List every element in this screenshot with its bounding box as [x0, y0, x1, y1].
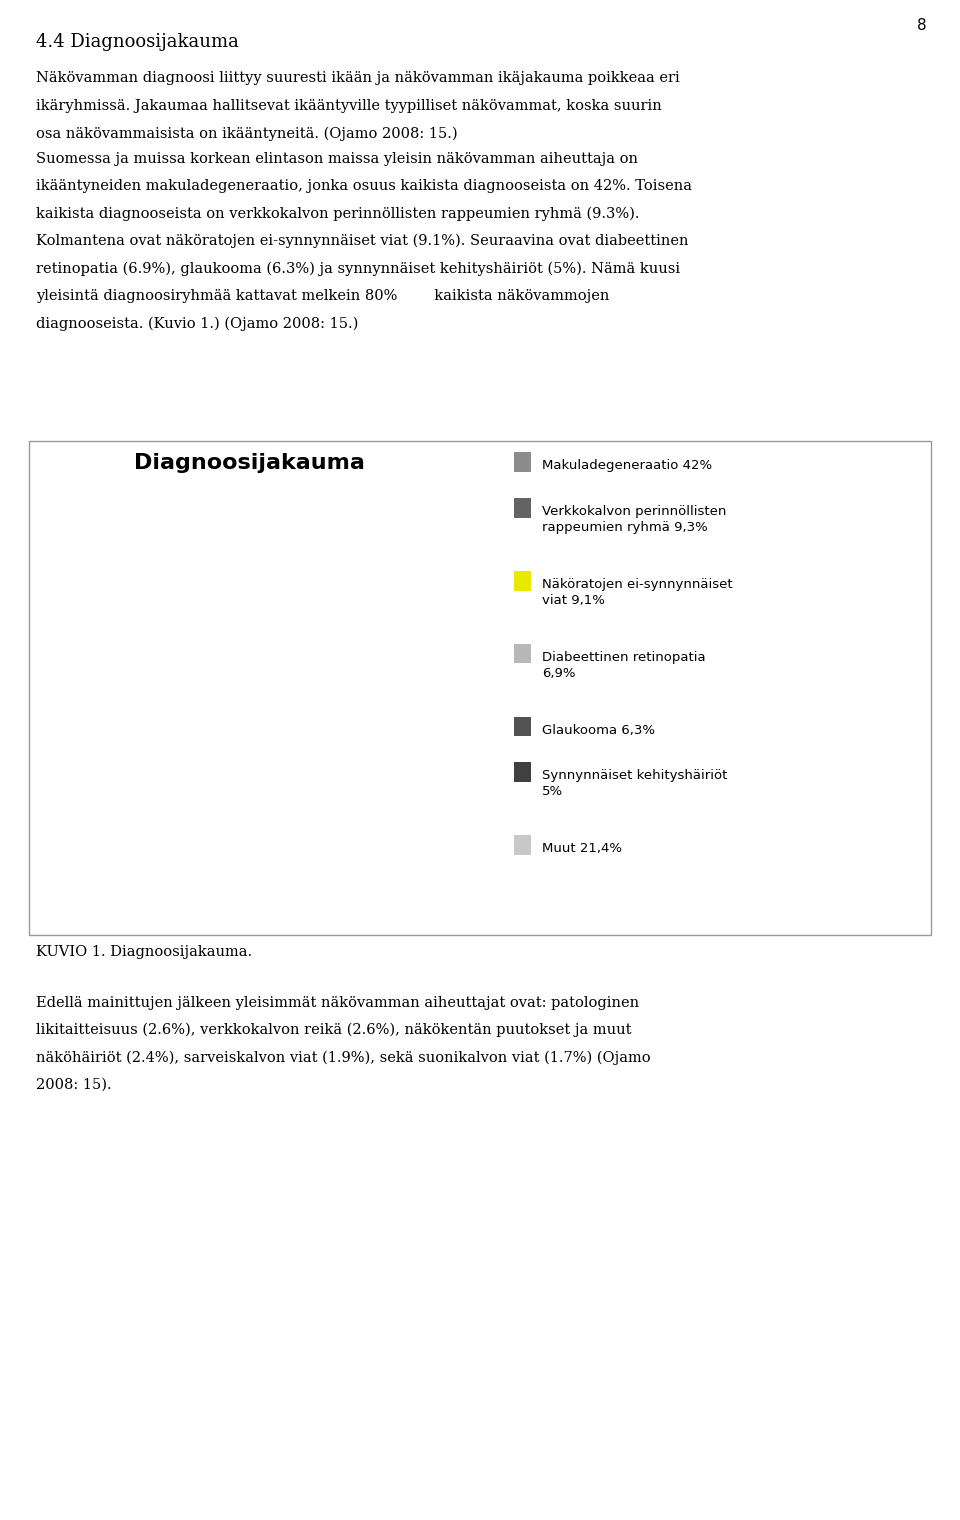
Wedge shape: [152, 702, 259, 880]
Wedge shape: [86, 526, 259, 702]
Wedge shape: [259, 544, 437, 876]
Text: Näkövamman diagnoosi liittyy suuresti ikään ja näkövamman ikäjakauma poikkeaa er: Näkövamman diagnoosi liittyy suuresti ik…: [36, 71, 681, 85]
Wedge shape: [103, 702, 259, 844]
Text: Synnynnäiset kehityshäiriöt
5%: Synnynnäiset kehityshäiriöt 5%: [542, 769, 728, 798]
Text: Glaukooma 6,3%: Glaukooma 6,3%: [542, 724, 656, 737]
Text: Diabeettinen retinopatia
6,9%: Diabeettinen retinopatia 6,9%: [542, 651, 706, 679]
Text: 2008: 15).: 2008: 15).: [36, 1078, 112, 1091]
Text: ikäryhmissä. Jakaumaa hallitsevat ikääntyville tyypilliset näkövammat, koska suu: ikäryhmissä. Jakaumaa hallitsevat ikäänt…: [36, 99, 662, 112]
Text: 4.4 Diagnoosijakauma: 4.4 Diagnoosijakauma: [36, 33, 239, 52]
Text: Muut 21,4%: Muut 21,4%: [542, 842, 622, 856]
Text: 8: 8: [917, 18, 926, 33]
Text: diagnooseista. (Kuvio 1.) (Ojamo 2008: 15.): diagnooseista. (Kuvio 1.) (Ojamo 2008: 1…: [36, 316, 359, 330]
Wedge shape: [83, 702, 259, 786]
Text: Suomessa ja muissa korkean elintason maissa yleisin näkövamman aiheuttaja on: Suomessa ja muissa korkean elintason mai…: [36, 152, 638, 166]
Text: kaikista diagnooseista on verkkokalvon perinnöllisten rappeumien ryhmä (9.3%).: kaikista diagnooseista on verkkokalvon p…: [36, 207, 640, 220]
Text: Diagnoosijakauma: Diagnoosijakauma: [134, 453, 365, 473]
Text: likitaitteisuus (2.6%), verkkokalvon reikä (2.6%), näkökentän puutokset ja muut: likitaitteisuus (2.6%), verkkokalvon rei…: [36, 1023, 632, 1037]
Text: KUVIO 1. Diagnoosijakauma.: KUVIO 1. Diagnoosijakauma.: [36, 945, 252, 959]
Wedge shape: [152, 720, 259, 897]
Wedge shape: [83, 720, 259, 803]
Text: retinopatia (6.9%), glaukooma (6.3%) ja synnynnäiset kehityshäiriöt (5%). Nämä k: retinopatia (6.9%), glaukooma (6.3%) ja …: [36, 261, 681, 275]
Wedge shape: [82, 681, 259, 736]
Wedge shape: [82, 663, 259, 719]
Text: Edellä mainittujen jälkeen yleisimmät näkövamman aiheuttajat ovat: patologinen: Edellä mainittujen jälkeen yleisimmät nä…: [36, 996, 639, 1009]
Text: Verkkokalvon perinnöllisten
rappeumien ryhmä 9,3%: Verkkokalvon perinnöllisten rappeumien r…: [542, 505, 727, 534]
Text: yleisintä diagnoosiryhmää kattavat melkein 80%        kaikista näkövammojen: yleisintä diagnoosiryhmää kattavat melke…: [36, 289, 610, 302]
Text: ikääntyneiden makuladegeneraatio, jonka osuus kaikista diagnooseista on 42%. Toi: ikääntyneiden makuladegeneraatio, jonka …: [36, 179, 692, 193]
Wedge shape: [245, 702, 345, 880]
Wedge shape: [103, 720, 259, 862]
Text: osa näkövammaisista on ikääntyneitä. (Ojamo 2008: 15.): osa näkövammaisista on ikääntyneitä. (Oj…: [36, 126, 458, 140]
Text: Näköratojen ei-synnynnäiset
viat 9,1%: Näköratojen ei-synnynnäiset viat 9,1%: [542, 578, 733, 606]
Wedge shape: [86, 544, 259, 720]
Wedge shape: [245, 720, 345, 898]
Text: näköhäiriöt (2.4%), sarveiskalvon viat (1.9%), sekä suonikalvon viat (1.7%) (Oja: näköhäiriöt (2.4%), sarveiskalvon viat (…: [36, 1050, 651, 1064]
Wedge shape: [259, 526, 437, 859]
Text: Kolmantena ovat näköratojen ei-synnynnäiset viat (9.1%). Seuraavina ovat diabeet: Kolmantena ovat näköratojen ei-synnynnäi…: [36, 234, 689, 248]
Text: Makuladegeneraatio 42%: Makuladegeneraatio 42%: [542, 459, 712, 473]
